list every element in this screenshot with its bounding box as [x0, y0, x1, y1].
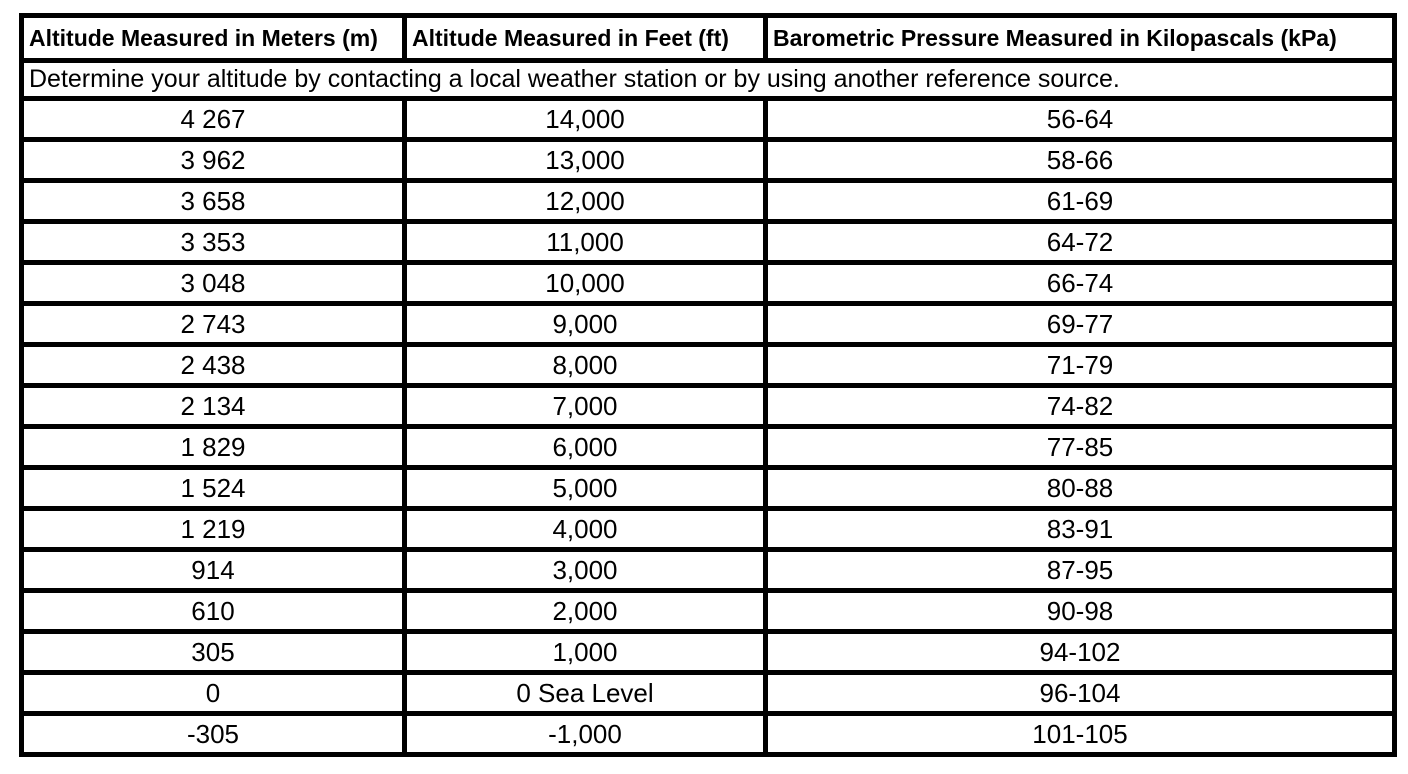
- header-row: Altitude Measured in Meters (m) Altitude…: [19, 13, 1397, 63]
- column-header-altitude-meters: Altitude Measured in Meters (m): [19, 13, 407, 63]
- table-cell: 74-82: [763, 383, 1397, 429]
- table-cell: 2,000: [402, 588, 768, 634]
- table-cell: 1,000: [402, 629, 768, 675]
- table-cell: 12,000: [402, 178, 768, 224]
- column-header-barometric-pressure-kpa: Barometric Pressure Measured in Kilopasc…: [763, 13, 1397, 63]
- table-cell: 2 134: [19, 383, 407, 429]
- table-cell: 58-66: [763, 137, 1397, 183]
- table-cell: 1 219: [19, 506, 407, 552]
- table-cell: 90-98: [763, 588, 1397, 634]
- table-cell: 914: [19, 547, 407, 593]
- table-cell: 305: [19, 629, 407, 675]
- table-cell: 0: [19, 670, 407, 716]
- table-row: 2 134 7,000 74-82: [19, 383, 1397, 429]
- table-cell: 83-91: [763, 506, 1397, 552]
- table-cell: 80-88: [763, 465, 1397, 511]
- table-row: 1 219 4,000 83-91: [19, 506, 1397, 552]
- table-cell: 610: [19, 588, 407, 634]
- table-row: 4 267 14,000 56-64: [19, 96, 1397, 142]
- table-cell: 1 829: [19, 424, 407, 470]
- table-cell: 3 658: [19, 178, 407, 224]
- table-row: 3 658 12,000 61-69: [19, 178, 1397, 224]
- table-cell: 6,000: [402, 424, 768, 470]
- table-cell: 3 048: [19, 260, 407, 306]
- table-note: Determine your altitude by contacting a …: [19, 58, 1397, 101]
- table-row: 610 2,000 90-98: [19, 588, 1397, 634]
- table-cell: -1,000: [402, 711, 768, 757]
- table-cell: 2 743: [19, 301, 407, 347]
- table-row: 1 524 5,000 80-88: [19, 465, 1397, 511]
- table-cell: 14,000: [402, 96, 768, 142]
- table-body: 4 267 14,000 56-64 3 962 13,000 58-66 3 658 12,…: [19, 96, 1397, 757]
- note-row: Determine your altitude by contacting a …: [19, 58, 1397, 101]
- table-cell: 71-79: [763, 342, 1397, 388]
- table-row: 914 3,000 87-95: [19, 547, 1397, 593]
- table-cell: 101-105: [763, 711, 1397, 757]
- table-cell: 1 524: [19, 465, 407, 511]
- table-cell: 3 962: [19, 137, 407, 183]
- table-cell: 10,000: [402, 260, 768, 306]
- table-row: 3 962 13,000 58-66: [19, 137, 1397, 183]
- column-header-altitude-feet: Altitude Measured in Feet (ft): [402, 13, 768, 63]
- table-cell: 3 353: [19, 219, 407, 265]
- table-cell: 5,000: [402, 465, 768, 511]
- table-row: 2 438 8,000 71-79: [19, 342, 1397, 388]
- table-cell: 9,000: [402, 301, 768, 347]
- table-cell: 4 267: [19, 96, 407, 142]
- table-cell: 77-85: [763, 424, 1397, 470]
- table-row: 3 353 11,000 64-72: [19, 219, 1397, 265]
- table-cell: 3,000: [402, 547, 768, 593]
- table-row: 2 743 9,000 69-77: [19, 301, 1397, 347]
- table-cell: 64-72: [763, 219, 1397, 265]
- altitude-pressure-table: Altitude Measured in Meters (m) Altitude…: [19, 13, 1397, 757]
- table-cell: 56-64: [763, 96, 1397, 142]
- table-cell: 69-77: [763, 301, 1397, 347]
- table-cell: 4,000: [402, 506, 768, 552]
- table-row: 3 048 10,000 66-74: [19, 260, 1397, 306]
- altitude-pressure-table-container: Altitude Measured in Meters (m) Altitude…: [19, 13, 1397, 757]
- table-cell: 8,000: [402, 342, 768, 388]
- table-cell: 0 Sea Level: [402, 670, 768, 716]
- table-cell: 2 438: [19, 342, 407, 388]
- table-cell: 94-102: [763, 629, 1397, 675]
- table-cell: 11,000: [402, 219, 768, 265]
- table-cell: 61-69: [763, 178, 1397, 224]
- table-cell: 7,000: [402, 383, 768, 429]
- table-row: -305 -1,000 101-105: [19, 711, 1397, 757]
- table-row: 305 1,000 94-102: [19, 629, 1397, 675]
- table-cell: 87-95: [763, 547, 1397, 593]
- table-cell: -305: [19, 711, 407, 757]
- table-row: 1 829 6,000 77-85: [19, 424, 1397, 470]
- table-cell: 96-104: [763, 670, 1397, 716]
- table-cell: 13,000: [402, 137, 768, 183]
- table-cell: 66-74: [763, 260, 1397, 306]
